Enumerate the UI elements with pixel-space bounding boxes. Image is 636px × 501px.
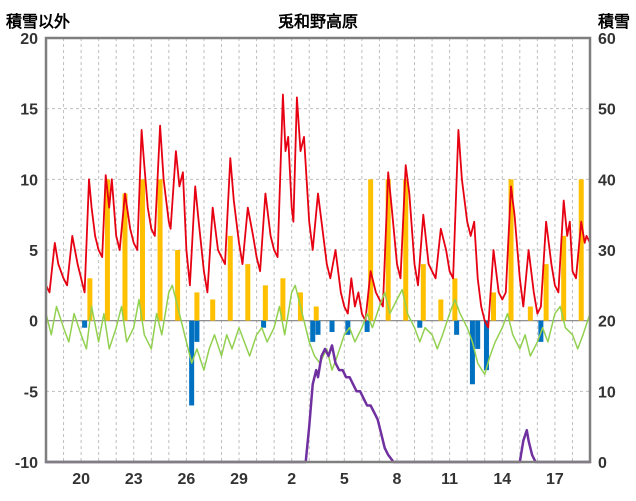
left-axis-tick-label: 5 (29, 243, 38, 260)
x-axis-tick-label: 2 (287, 471, 296, 488)
x-axis-tick-label: 23 (125, 471, 143, 488)
x-axis-tick-label: 17 (546, 471, 564, 488)
x-axis-tick-label: 26 (177, 471, 195, 488)
left-axis-tick-label: -10 (15, 455, 38, 472)
x-axis-tick-label: 8 (393, 471, 402, 488)
right-axis-tick-label: 0 (598, 455, 607, 472)
left-axis-tick-label: 15 (20, 102, 38, 119)
right-axis-tick-label: 60 (598, 31, 616, 48)
x-axis-tick-label: 11 (441, 471, 458, 488)
right-axis-tick-label: 30 (598, 243, 616, 260)
left-axis-tick-label: 0 (29, 314, 38, 331)
x-axis-tick-label: 14 (493, 471, 511, 488)
right-axis-tick-label: 40 (598, 172, 616, 189)
right-axis-header: 積雪 (597, 14, 630, 31)
x-axis-tick-label: 5 (340, 471, 349, 488)
left-axis-tick-label: 10 (20, 172, 38, 189)
chart-title: 兎和野高原 (277, 14, 358, 31)
x-axis-tick-label: 29 (230, 471, 248, 488)
right-axis-tick-label: 10 (598, 384, 616, 401)
x-axis-tick-label: 20 (72, 471, 90, 488)
left-axis-tick-label: 20 (20, 31, 38, 48)
right-axis-tick-label: 20 (598, 314, 616, 331)
right-axis-tick-label: 50 (598, 102, 616, 119)
left-axis-header: 積雪以外 (6, 14, 71, 31)
left-axis-tick-label: -5 (24, 384, 38, 401)
